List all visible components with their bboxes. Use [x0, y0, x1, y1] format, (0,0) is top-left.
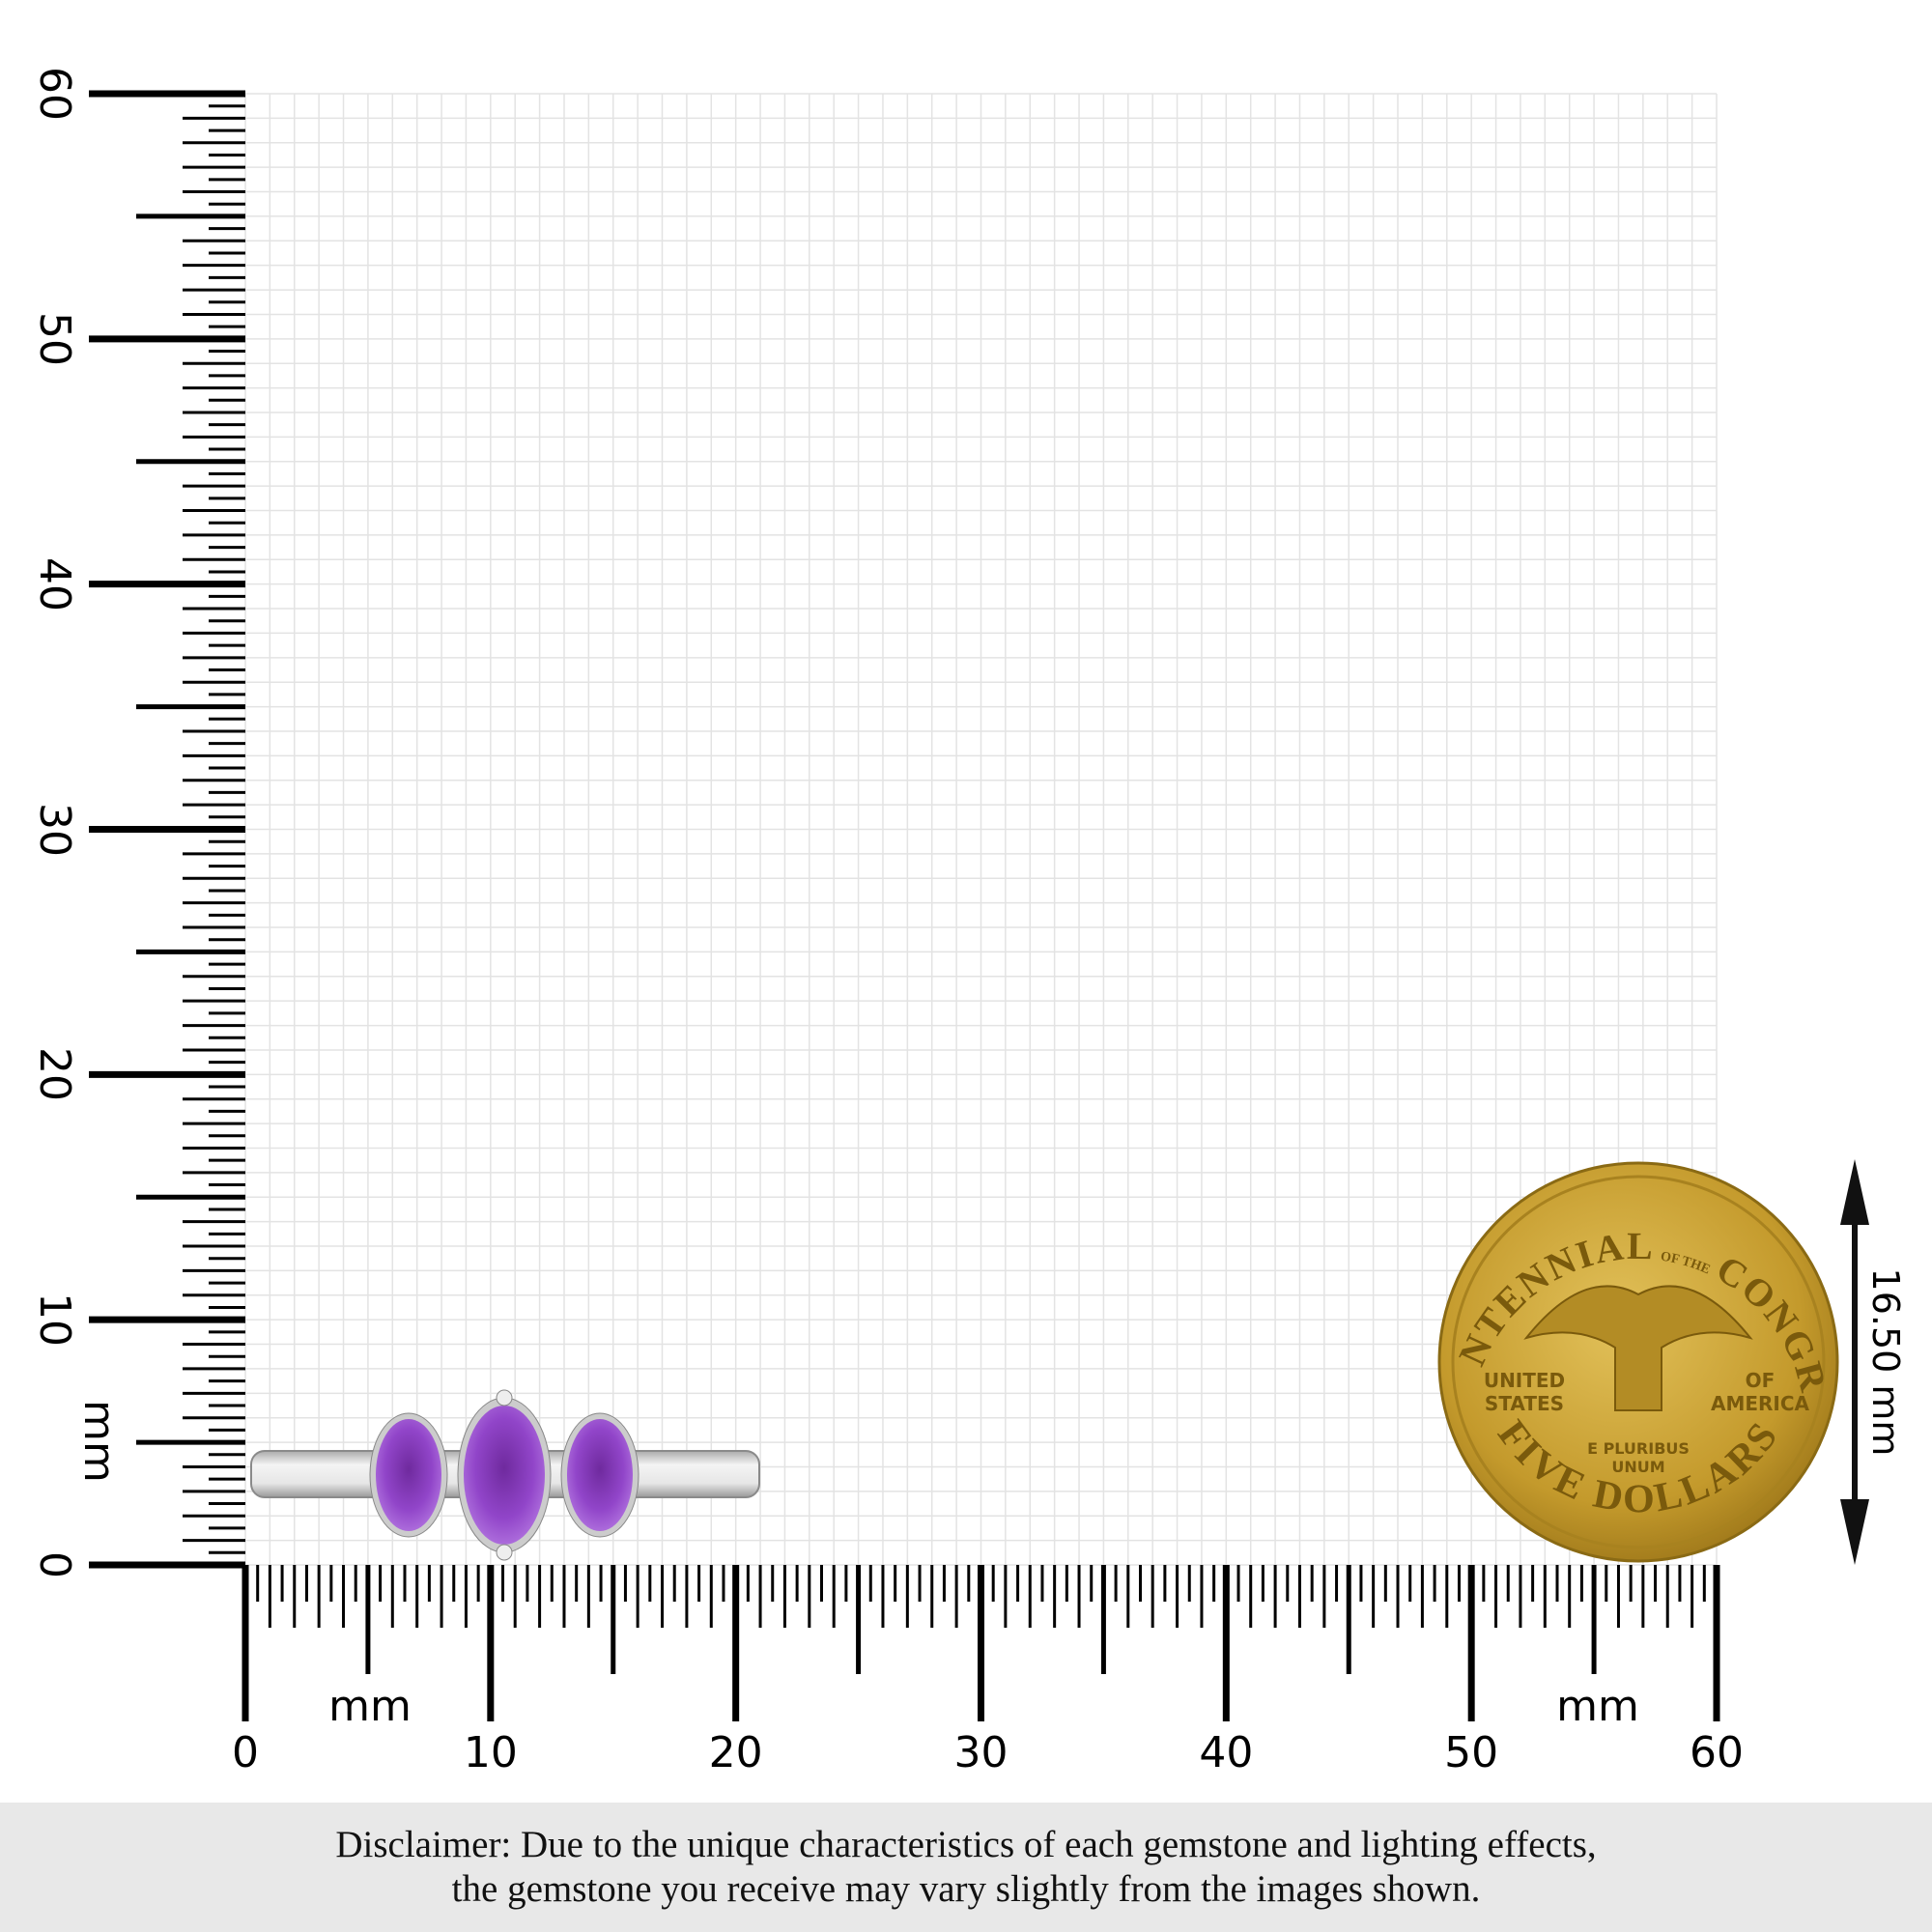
coin-motto-1: E PLURIBUS [1587, 1439, 1690, 1458]
y-tick-label: 20 [30, 1047, 79, 1102]
disclaimer-banner: Disclaimer: Due to the unique characteri… [0, 1803, 1932, 1932]
stone-center [457, 1389, 552, 1561]
coin-right-2: AMERICA [1711, 1392, 1810, 1415]
ruler-ticks [89, 90, 1720, 1721]
disclaimer-line-1: Disclaimer: Due to the unique characteri… [335, 1824, 1597, 1865]
stone-right [560, 1412, 639, 1538]
grid [244, 93, 1718, 1566]
coin-motto-2: UNUM [1611, 1458, 1664, 1476]
coin-right-1: OF [1746, 1369, 1776, 1392]
x-tick-label: 60 [1690, 1728, 1744, 1777]
coin-eagle [1523, 1285, 1753, 1411]
y-tick-label: 50 [30, 311, 79, 366]
x-axis-unit-label-right: mm [1556, 1682, 1639, 1731]
x-tick-label: 20 [708, 1728, 763, 1777]
coin-top-word: BICENTENNIAL [0, 0, 1653, 1372]
x-axis-unit-label: mm [328, 1682, 412, 1731]
y-tick-label: 0 [30, 1551, 79, 1578]
y-tick-label: 30 [30, 802, 79, 857]
x-tick-label: 0 [232, 1728, 259, 1777]
ring-image [250, 1389, 760, 1561]
dimension-arrow [1840, 1159, 1869, 1565]
coin-left-1: UNITED [1484, 1369, 1565, 1392]
y-tick-label: 60 [30, 67, 79, 121]
coin-diameter-label: 16.50 mm [1864, 1267, 1907, 1457]
x-tick-label: 40 [1199, 1728, 1254, 1777]
disclaimer-line-2: the gemstone you receive may vary slight… [451, 1868, 1481, 1910]
y-tick-label: 10 [30, 1293, 79, 1348]
y-axis-unit-label: mm [74, 1400, 124, 1483]
x-tick-label: 50 [1444, 1728, 1499, 1777]
y-tick-label: 40 [30, 556, 79, 611]
stone-left [369, 1412, 448, 1538]
x-tick-label: 30 [953, 1728, 1009, 1777]
x-tick-label: 10 [463, 1728, 518, 1777]
coin-left-2: STATES [1485, 1392, 1564, 1415]
